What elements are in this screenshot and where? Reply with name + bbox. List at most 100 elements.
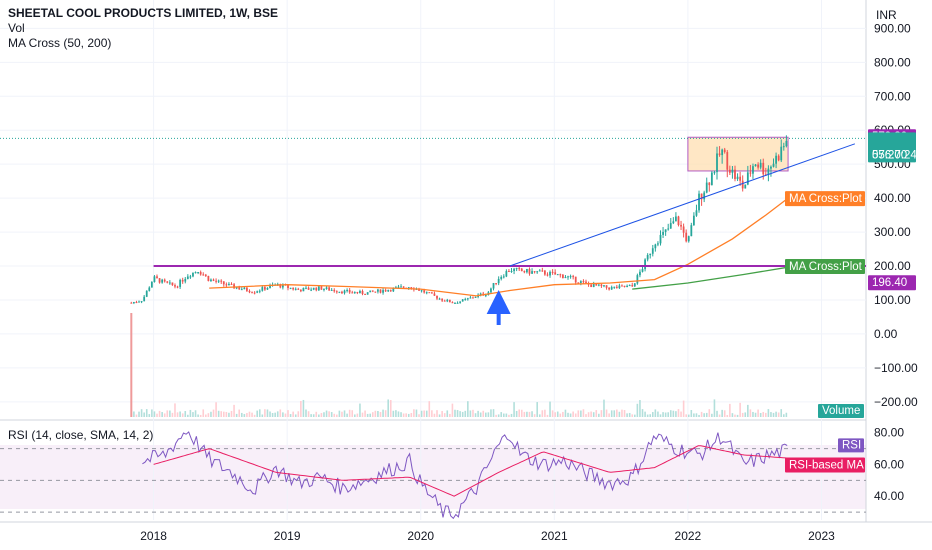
candle-body [510, 270, 513, 272]
volume-bar [672, 410, 675, 417]
volume-bar [726, 414, 729, 417]
rsi-ma-tag-bg [785, 457, 865, 473]
volume-bar [687, 414, 690, 417]
candle-body [749, 172, 752, 174]
volume-bar [736, 414, 739, 417]
volume-bar [423, 410, 425, 417]
candle-body [554, 272, 557, 275]
volume-bar [497, 414, 500, 417]
rsi-legend[interactable]: RSI (14, close, SMA, 14, 2) [8, 428, 154, 442]
rsi-tick: 60.00 [874, 457, 904, 471]
candle-body [171, 282, 174, 286]
volume-bar [238, 409, 241, 417]
candle-body [672, 221, 675, 224]
volume-bar [485, 412, 487, 417]
price-axis[interactable]: 900.00800.00700.00600.00500.00400.00300.… [874, 21, 918, 408]
volume-bar [500, 412, 503, 417]
candle-body [567, 276, 569, 278]
volume-bar [770, 412, 772, 417]
volume-bar [145, 409, 148, 417]
volume-legend[interactable]: Vol [8, 21, 25, 35]
volume-bar [443, 413, 446, 417]
candle-body [579, 281, 582, 283]
volume-bar [777, 412, 780, 417]
candle-body [132, 302, 135, 304]
rsi-line [142, 431, 788, 520]
volume-bar [400, 412, 402, 417]
volume-bar [510, 413, 513, 417]
volume-bar [718, 414, 721, 417]
volume-bar [305, 409, 307, 417]
candle-body [451, 302, 454, 304]
candle-body [577, 282, 580, 284]
volume-bar [341, 411, 343, 417]
candle-body [317, 286, 320, 291]
volume-bar [199, 414, 202, 417]
volume-bar [302, 399, 305, 417]
rsi-axis[interactable]: 80.00 60.00 40.00 [874, 426, 904, 503]
candle-body [723, 149, 726, 153]
volume-bar [333, 413, 336, 417]
ma-cross-legend[interactable]: MA Cross (50, 200) [8, 36, 112, 50]
volume-bar [603, 399, 605, 417]
time-axis[interactable]: 2018 2019 2020 2021 2022 2023 [140, 529, 835, 543]
volume-bar [544, 409, 546, 417]
candle-body [641, 269, 644, 272]
trend-line [509, 143, 856, 267]
candle-body [687, 236, 690, 242]
volume-bar [166, 410, 169, 417]
candle-body [772, 163, 775, 167]
candle-body [459, 301, 462, 303]
candle-body [251, 292, 253, 294]
volume-bar [169, 410, 171, 417]
volume-bar [513, 402, 515, 417]
candle-body [192, 272, 194, 277]
volume-bar [323, 412, 325, 417]
volume-bar [397, 411, 400, 417]
volume-tag: Volume [822, 405, 860, 417]
volume-bar [469, 410, 472, 417]
chart-title[interactable]: SHEETAL COOL PRODUCTS LIMITED, 1W, BSE [8, 6, 279, 20]
volume-bar [541, 410, 544, 417]
candle-body [305, 287, 307, 289]
volume-bar [364, 410, 366, 417]
volume-bar [657, 411, 659, 417]
volume-bar [374, 410, 377, 417]
volume-bar [235, 413, 238, 417]
candle-body [662, 231, 664, 235]
candle-body [289, 287, 292, 289]
candle-body [438, 298, 441, 300]
candle-body [543, 270, 546, 275]
volume-bar [451, 403, 454, 417]
candle-body [199, 272, 202, 275]
price-tick: 800.00 [874, 55, 911, 69]
candle-body [533, 271, 536, 273]
volume-bar [140, 409, 143, 417]
volume-bar [158, 410, 161, 417]
candle-body [685, 232, 688, 242]
candle-body [572, 276, 575, 278]
candle-body [721, 149, 724, 156]
candle-body [782, 146, 785, 148]
candle-body [253, 292, 256, 294]
volume-bar [269, 411, 271, 417]
candle-body [549, 271, 551, 276]
volume-bar [161, 412, 163, 417]
volume-bar [559, 413, 562, 417]
ma50-tag: MA Cross:Plot [789, 193, 863, 205]
volume-bar [405, 413, 407, 417]
candle-body [174, 285, 176, 287]
last-price-tag-bg [868, 132, 916, 163]
candle-body [292, 287, 295, 290]
candle-body [682, 226, 685, 233]
candle-body [613, 286, 616, 288]
volume-bar [675, 411, 677, 417]
rsi-band-fill [0, 445, 866, 509]
candle-body [454, 302, 456, 304]
candle-body [294, 288, 297, 290]
candle-body [161, 279, 164, 283]
volume-bar [564, 409, 567, 417]
volume-bar [297, 411, 300, 417]
volume-bar [708, 409, 711, 417]
candle-body [315, 287, 318, 291]
